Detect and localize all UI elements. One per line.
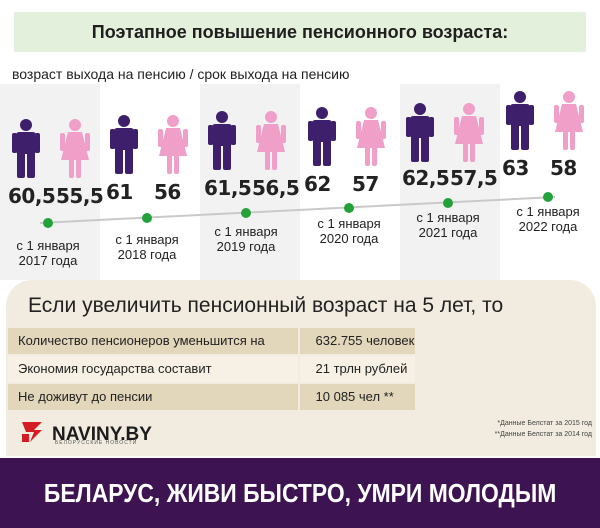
milestone-dot-icon [443, 198, 453, 208]
date-line: с 1 января [115, 232, 179, 247]
date-line: с 1 января [16, 238, 80, 253]
row-label: Количество пенсионеров уменьшится на [8, 328, 298, 354]
male-age: 63 [502, 156, 529, 180]
date-line: 2019 года [216, 239, 276, 254]
date-line: 2022 года [518, 219, 578, 234]
female-age: 56 [154, 180, 181, 204]
milestone-dot-icon [543, 192, 553, 202]
row-label: Не доживут до пенсии [8, 384, 298, 410]
banner-text: БЕЛАРУС, ЖИВИ БЫСТРО, УМРИ МОЛОДЫМ [43, 477, 557, 508]
timeline [39, 192, 556, 228]
title-bar: Поэтапное повышение пенсионного возраста… [14, 12, 586, 52]
date-line: 2017 года [18, 253, 78, 268]
row-label: Экономия государства составит [8, 356, 298, 382]
logo[interactable]: NAVINY.BY [20, 418, 152, 444]
woman-figure-icon [356, 106, 386, 171]
footnote: **Данные Белстат за 2014 год [494, 431, 592, 438]
male-age: 62 [304, 172, 331, 196]
date-line: с 1 января [214, 224, 278, 239]
stage-date: с 1 января 2017 года [5, 238, 91, 268]
male-age: 60,5 [8, 184, 56, 208]
row-value: 21 трлн рублей в год * [299, 356, 415, 402]
milestone-dot-icon [142, 213, 152, 223]
female-age: 56,5 [252, 176, 300, 200]
woman-figure-icon [158, 114, 188, 179]
page-title: Поэтапное повышение пенсионного возраста… [91, 21, 509, 42]
subtitle: возраст выхода на пенсию / срок выхода н… [12, 66, 350, 82]
date-line: 2018 года [117, 247, 177, 262]
man-figure-icon [406, 102, 434, 167]
woman-figure-icon [554, 90, 584, 155]
female-age: 57,5 [450, 166, 498, 190]
milestone-dot-icon [241, 208, 251, 218]
stage-date: с 1 января 2021 года [405, 210, 491, 240]
man-figure-icon [12, 118, 40, 183]
logo-name: NAVINY.BY [52, 424, 152, 445]
woman-figure-icon [454, 102, 484, 167]
man-figure-icon [208, 110, 236, 175]
row-value: 10 085 чел ** [299, 384, 415, 410]
date-line: 2021 года [418, 225, 478, 240]
stage-date: с 1 января 2022 года [505, 204, 591, 234]
timeline-line [39, 196, 556, 224]
table-row: Не доживут до пенсии 10 085 чел ** [8, 384, 415, 410]
stage-stripe [0, 84, 100, 280]
milestone-dot-icon [344, 203, 354, 213]
table-row: Экономия государства составит 21 трлн ру… [8, 356, 415, 402]
date-line: с 1 января [317, 216, 381, 231]
female-age: 55,5 [56, 184, 104, 208]
milestone-dot-icon [43, 218, 53, 228]
man-figure-icon [506, 90, 534, 155]
female-age: 58 [550, 156, 577, 180]
date-line: с 1 января [516, 204, 580, 219]
date-line: с 1 января [416, 210, 480, 225]
stage-date: с 1 января 2018 года [104, 232, 190, 262]
woman-figure-icon [256, 110, 286, 175]
panel-title: Если увеличить пенсионный возраст на 5 л… [28, 294, 504, 317]
navinyby-logo-icon [22, 422, 42, 442]
male-age: 62,5 [402, 166, 450, 190]
stage-date: с 1 января 2020 года [306, 216, 392, 246]
row-value: 632.755 человек * [299, 328, 415, 374]
male-age: 61 [106, 180, 133, 204]
stage-date: с 1 января 2019 года [203, 224, 289, 254]
female-age: 57 [352, 172, 379, 196]
man-figure-icon [110, 114, 138, 179]
date-line: 2020 года [319, 231, 379, 246]
footnote: *Данные Белстат за 2015 год [497, 420, 592, 427]
logo-tagline: БЕЛОРУССКИЕ НОВОСТИ [55, 440, 138, 446]
man-figure-icon [308, 106, 336, 171]
woman-figure-icon [60, 118, 90, 183]
male-age: 61,5 [204, 176, 252, 200]
bottom-banner: БЕЛАРУС, ЖИВИ БЫСТРО, УМРИ МОЛОДЫМ [0, 458, 600, 528]
table-row: Количество пенсионеров уменьшится на 632… [8, 328, 415, 374]
